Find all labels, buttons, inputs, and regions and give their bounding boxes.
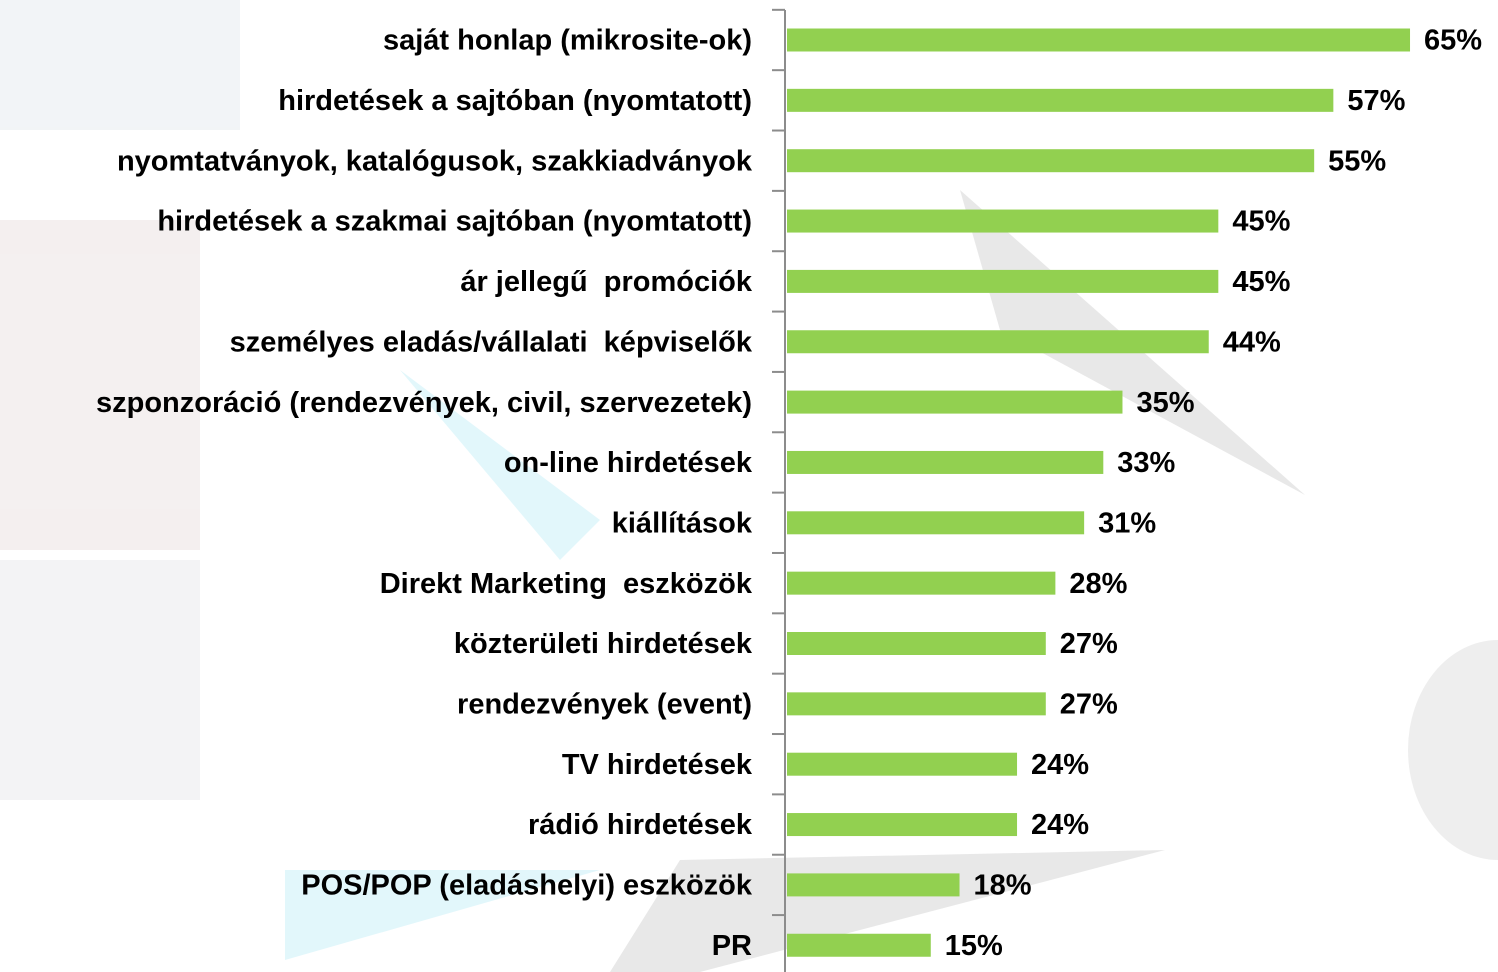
bar [787, 692, 1046, 716]
value-label: 24% [1031, 809, 1089, 841]
decor-shape [0, 560, 200, 800]
category-label: szponzoráció (rendezvények, civil, szerv… [96, 387, 752, 419]
category-label: on-line hirdetések [504, 447, 753, 479]
value-label: 65% [1424, 25, 1482, 57]
value-label: 27% [1060, 628, 1118, 660]
bar [787, 450, 1104, 474]
value-label: 45% [1232, 266, 1290, 298]
value-label: 44% [1223, 326, 1281, 358]
bar [787, 873, 960, 897]
category-label: nyomtatványok, katalógusok, szakkiadvány… [117, 145, 753, 177]
category-label: hirdetések a szakmai sajtóban (nyomtatot… [157, 206, 752, 238]
bar [787, 632, 1046, 655]
value-label: 15% [945, 930, 1003, 962]
bar [787, 511, 1085, 535]
value-label: 35% [1136, 387, 1194, 419]
category-label: közterületi hirdetések [454, 628, 753, 660]
value-label: 18% [974, 870, 1032, 902]
bar [787, 813, 1018, 837]
value-label: 33% [1117, 447, 1175, 479]
category-label: POS/POP (eladáshelyi) eszközök [301, 870, 753, 902]
value-label: 57% [1347, 85, 1405, 117]
category-label: rendezvények (event) [457, 689, 752, 721]
category-label: hirdetések a sajtóban (nyomtatott) [278, 85, 752, 117]
bar [787, 390, 1123, 414]
decor-shape [400, 370, 600, 560]
value-label: 24% [1031, 749, 1089, 781]
category-label: TV hirdetések [562, 749, 753, 781]
value-label: 55% [1328, 145, 1386, 177]
bar [787, 149, 1315, 173]
bar [787, 933, 931, 957]
category-label: saját honlap (mikrosite-ok) [383, 25, 752, 57]
decor-shape [610, 850, 1165, 972]
bar [787, 752, 1018, 776]
bar [787, 209, 1219, 233]
category-label: rádió hirdetések [528, 809, 753, 841]
value-label: 45% [1232, 206, 1290, 238]
category-label: Direkt Marketing eszközök [380, 568, 753, 600]
decor-shape [0, 220, 200, 550]
decor-shape [0, 0, 240, 130]
decor-shape [1408, 640, 1498, 860]
bar [787, 571, 1056, 595]
decor-shape [285, 870, 600, 960]
bar [787, 88, 1334, 112]
category-label: személyes eladás/vállalati képviselők [230, 326, 753, 358]
bar [787, 28, 1411, 52]
value-label: 27% [1060, 689, 1118, 721]
category-label: PR [712, 930, 752, 962]
category-label: ár jellegű promóciók [460, 266, 753, 298]
category-label: kiállítások [612, 507, 753, 539]
value-label: 31% [1098, 507, 1156, 539]
value-label: 28% [1069, 568, 1127, 600]
bar [787, 269, 1219, 293]
bar [787, 330, 1209, 354]
